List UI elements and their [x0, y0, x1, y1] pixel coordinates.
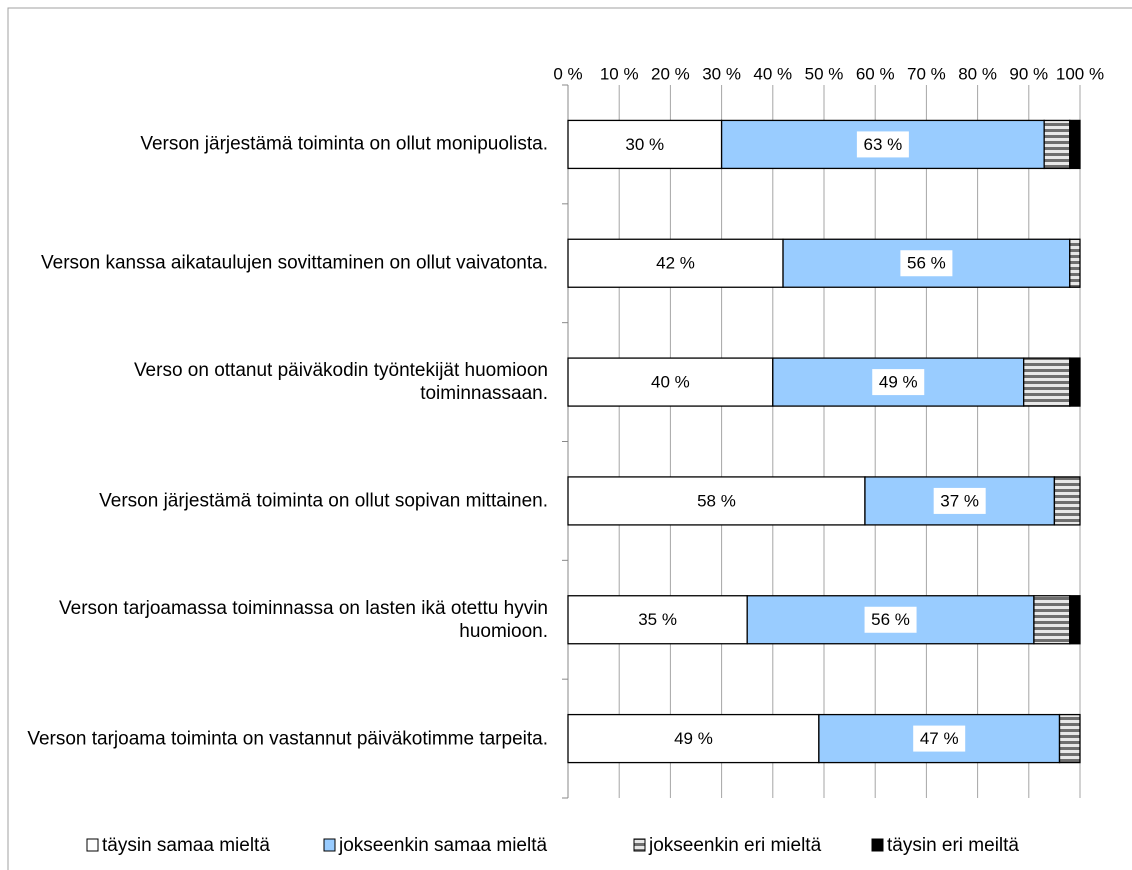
bar-segment [1058, 713, 1081, 764]
data-label: 58 % [697, 491, 736, 510]
bar-segment [1053, 476, 1081, 526]
data-label-box [667, 725, 720, 752]
data-label-box [690, 487, 743, 514]
bar-segment [1069, 595, 1081, 645]
bar-segment [1069, 357, 1081, 407]
data-label-box [649, 250, 702, 277]
data-label: 56 % [907, 254, 946, 273]
x-tick-label: 0 % [553, 64, 582, 83]
x-tick-label: 60 % [856, 64, 895, 83]
chart-border [7, 7, 1132, 870]
legend-label: jokseenkin samaa mieltä [338, 835, 547, 856]
data-label: 40 % [651, 373, 690, 392]
data-label: 63 % [864, 135, 903, 154]
x-tick-label: 30 % [702, 64, 741, 83]
bar-segment [1043, 119, 1071, 170]
x-tick-label: 100 % [1056, 64, 1104, 83]
data-label: 42 % [656, 254, 695, 273]
data-label-box [872, 369, 925, 396]
category-label: Verson tarjoamassa toiminnassa on lasten… [59, 597, 548, 642]
legend-label: täysin eri meiltä [887, 835, 1019, 856]
category-label: Verson järjestämä toiminta on ollut sopi… [99, 490, 548, 512]
x-tick-label: 20 % [651, 64, 690, 83]
x-tick-label: 90 % [1009, 64, 1048, 83]
category-label: Verson järjestämä toiminta on ollut moni… [140, 133, 548, 155]
data-label-box [631, 606, 684, 633]
bar-segment [1033, 595, 1071, 645]
category-label: Verso on ottanut päiväkodin työntekijät … [133, 360, 548, 405]
data-label-box [618, 131, 671, 158]
x-tick-label: 80 % [958, 64, 997, 83]
data-label-box [864, 606, 917, 633]
legend-swatch [871, 838, 884, 852]
data-label-box [644, 369, 697, 396]
data-label-box [933, 487, 986, 514]
legend-swatch [633, 838, 646, 852]
x-tick-label: 40 % [753, 64, 792, 83]
x-tick-label: 50 % [805, 64, 844, 83]
x-tick-label: 10 % [600, 64, 639, 83]
bar-segment [1069, 119, 1081, 170]
data-label-box [900, 250, 953, 277]
category-label: Verson tarjoama toiminta on vastannut pä… [27, 728, 548, 750]
legend-swatch [86, 838, 99, 852]
bar-segment [567, 595, 748, 645]
data-label: 30 % [625, 135, 664, 154]
data-label: 37 % [940, 491, 979, 510]
legend-label: täysin samaa mieltä [102, 835, 270, 856]
legend-label: jokseenkin eri mieltä [648, 835, 822, 856]
data-label-box [856, 131, 909, 158]
data-label-box [913, 725, 966, 752]
bar-segment [1023, 357, 1071, 407]
data-label: 49 % [879, 373, 918, 392]
category-label: Verson kanssa aikataulujen sovittaminen … [41, 252, 548, 274]
data-label: 56 % [871, 610, 910, 629]
x-tick-label: 70 % [907, 64, 946, 83]
data-label: 49 % [674, 729, 713, 748]
data-label: 35 % [638, 610, 677, 629]
legend-swatch [323, 838, 336, 852]
data-label: 47 % [920, 729, 959, 748]
bar-segment [1069, 238, 1081, 288]
